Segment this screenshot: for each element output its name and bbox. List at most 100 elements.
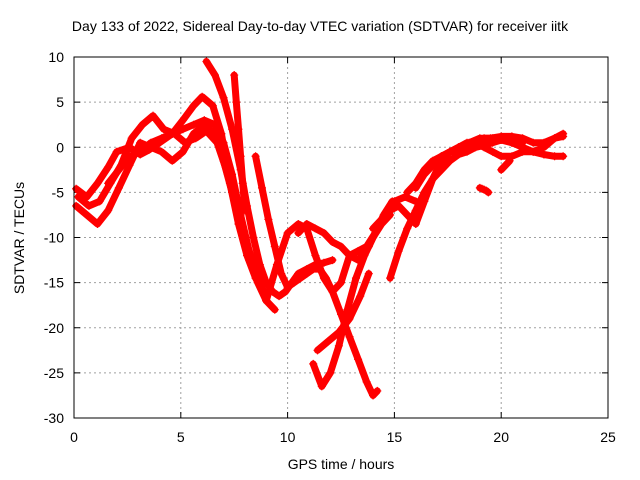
data-point [486,134,495,143]
data-point [539,150,548,159]
data-point [249,233,258,242]
data-point [72,184,81,193]
y-tick-label: 0 [56,139,64,155]
data-point [302,269,311,278]
y-tick-label: -10 [44,230,64,246]
data-point [236,152,245,161]
data-point [437,152,446,161]
series-trace [104,116,262,278]
data-point [283,283,292,292]
data-point [270,305,279,314]
data-point [390,197,399,206]
data-series-13 [386,136,568,283]
data-point [328,256,337,265]
data-point [311,251,320,260]
series-trace [314,270,373,354]
data-series-6 [230,71,249,215]
data-point [240,206,249,215]
data-point [251,152,260,161]
data-point [345,332,354,341]
data-point [125,152,134,161]
data-point [181,138,190,147]
data-point [428,174,437,183]
data-point [354,355,363,364]
data-point [262,296,271,305]
data-point [337,242,345,251]
plot-border [73,56,609,419]
data-point [302,219,311,228]
data-point [294,228,303,237]
data-point [200,116,209,125]
data-series-11 [313,269,373,355]
data-point [149,111,158,120]
data-point [202,127,211,136]
data-point [465,138,474,147]
y-axis-label: SDTVAR / TECUs [11,181,27,295]
data-point [373,386,382,395]
data-point [138,120,147,129]
data-point [104,206,113,215]
series-trace [72,121,279,314]
x-tick-label: 25 [600,429,616,445]
data-point [480,141,489,150]
data-point [497,132,506,141]
data-point [178,147,187,156]
data-point [311,224,320,233]
data-point [238,179,247,188]
data-point [294,219,303,228]
data-point [313,346,322,355]
data-point [270,242,279,251]
data-point [72,201,81,210]
data-point [319,274,328,283]
data-point [189,120,198,129]
series-trace [309,211,394,390]
data-point [234,125,243,134]
data-point [328,287,337,296]
data-point [505,156,514,165]
data-point [411,206,420,215]
y-tick-label: 10 [48,49,64,65]
data-point [529,147,538,156]
data-point [309,359,318,368]
data-point [257,283,266,292]
y-tick-label: -15 [44,275,64,291]
x-tick-label: 0 [70,429,78,445]
series-trace [412,132,567,192]
data-point [157,147,166,156]
data-point [136,138,145,147]
data-point [334,328,343,337]
data-point [74,192,83,201]
data-point [93,219,102,228]
data-point [317,382,326,391]
data-point [146,138,155,147]
data-point [84,201,93,210]
data-point [394,247,403,256]
data-point [356,292,365,301]
data-point [230,71,239,80]
data-point [178,116,187,125]
data-point [159,125,168,134]
data-point [559,152,568,161]
data-point [369,233,378,242]
data-point [157,134,166,143]
data-point [328,238,337,247]
data-point [112,147,121,156]
data-point [277,269,286,278]
data-point [219,93,228,102]
data-point [236,210,245,219]
data-point [497,165,506,174]
data-point [337,278,345,287]
data-point [114,165,123,174]
data-point [559,132,568,141]
data-series-8 [262,197,397,305]
y-tick-label: -25 [44,365,64,381]
series-trace [230,71,249,214]
data-point [507,132,516,141]
data-point [127,134,136,143]
data-point [191,134,200,143]
data-point [210,120,219,129]
data-series-7 [251,152,382,400]
data-point [386,206,395,215]
data-point [104,179,113,188]
